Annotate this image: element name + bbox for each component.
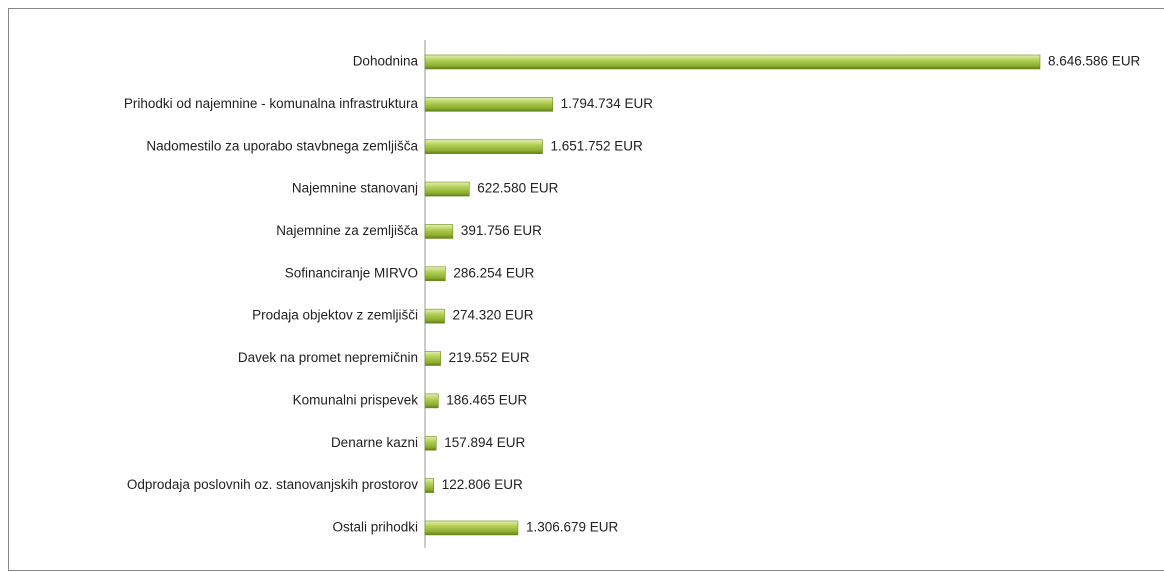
value-label: 1.651.752 EUR [550, 138, 643, 153]
value-label: 157.894 EUR [444, 435, 525, 450]
value-label: 219.552 EUR [449, 350, 530, 365]
value-label: 8.646.586 EUR [1048, 54, 1141, 69]
category-label: Najemnine za zemljišča [276, 223, 418, 238]
bar [424, 97, 553, 112]
bar [424, 139, 543, 155]
bar [424, 181, 470, 197]
value-label: 1.794.734 EUR [561, 96, 654, 111]
category-label: Odprodaja poslovnih oz. stanovanjskih pr… [127, 477, 418, 492]
category-label: Ostali prihodki [332, 520, 418, 535]
category-label: Denarne kazni [331, 435, 418, 450]
value-label: 622.580 EUR [477, 181, 558, 196]
category-label: Prihodki od najemnine - komunalna infras… [124, 96, 419, 111]
value-label: 1.306.679 EUR [526, 520, 619, 535]
value-label: 391.756 EUR [461, 223, 542, 238]
category-label: Najemnine stanovanj [292, 181, 418, 196]
bar [424, 393, 439, 409]
category-label: Sofinanciranje MIRVO [285, 265, 418, 280]
bar [424, 351, 441, 366]
value-label: 122.806 EUR [442, 477, 523, 492]
value-label: 286.254 EUR [453, 265, 534, 280]
bar [424, 478, 435, 493]
category-label: Nadomestilo za uporabo stavbnega zemljiš… [146, 138, 418, 153]
bar [424, 308, 445, 324]
bar [424, 54, 1041, 70]
category-label: Davek na promet nepremičnin [238, 350, 418, 365]
bar [424, 435, 437, 451]
bar [424, 266, 446, 282]
category-label: Komunalni prispevek [293, 392, 419, 407]
value-label: 186.465 EUR [446, 392, 527, 407]
bar [424, 520, 519, 536]
category-label: Dohodnina [353, 54, 419, 69]
value-label: 274.320 EUR [453, 308, 534, 323]
category-label: Prodaja objektov z zemljišči [252, 308, 418, 323]
bar [424, 224, 454, 239]
chart-border [8, 8, 1164, 571]
